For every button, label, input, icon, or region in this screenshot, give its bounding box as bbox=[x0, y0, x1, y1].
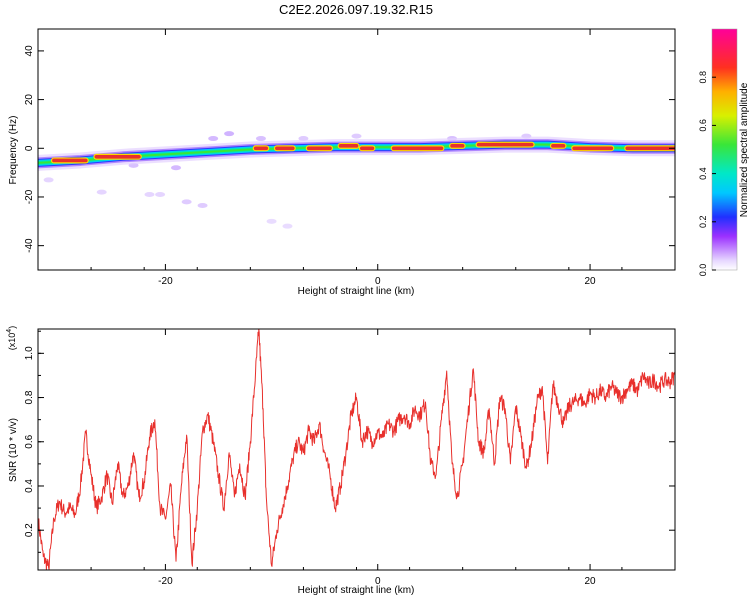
snr-panel: -20 0 20 0.2 0.4 0.6 0.8 1.0 Height of straight… bbox=[6, 326, 676, 596]
colorbar-frame bbox=[711, 28, 738, 271]
heatmap-blob bbox=[266, 218, 277, 224]
heatmap-blob bbox=[181, 199, 192, 205]
heatmap-blob bbox=[197, 202, 208, 208]
heatmap-axes: -20 0 20 -40 -20 0 20 40 bbox=[24, 29, 676, 287]
heatmap-blob bbox=[208, 136, 219, 142]
heatmap-blob bbox=[224, 131, 235, 137]
heatmap-blob bbox=[298, 136, 309, 142]
heatmap-blob bbox=[144, 192, 155, 198]
heatmap-x-tick-label: -20 bbox=[158, 276, 173, 287]
heatmap-blob bbox=[255, 136, 266, 142]
heatmap-blob bbox=[171, 165, 182, 171]
snr-x-axis-label: Height of straight line (km) bbox=[298, 585, 415, 596]
heatmap-blob bbox=[351, 133, 362, 139]
colorbar-tick-label: 0.2 bbox=[698, 216, 708, 229]
heatmap-plot-area bbox=[38, 131, 675, 229]
heatmap-y-tick-label: 20 bbox=[24, 94, 35, 106]
heatmap-y-tick-label: 40 bbox=[24, 45, 35, 57]
snr-series-line bbox=[38, 329, 675, 570]
snr-frame bbox=[37, 328, 676, 571]
heatmap-y-tick-label: -20 bbox=[24, 189, 35, 204]
snr-y-tick-label: 0.4 bbox=[24, 479, 35, 493]
snr-y-tick-label: 0.2 bbox=[24, 523, 35, 537]
snr-plot-area bbox=[38, 329, 675, 570]
heatmap-x-tick-label: 20 bbox=[585, 276, 597, 287]
snr-x-tick-label: 20 bbox=[585, 576, 597, 587]
snr-y-multiplier: (x104) bbox=[6, 326, 17, 350]
colorbar-axes: 0.0 0.2 0.4 0.6 0.8 bbox=[698, 71, 716, 276]
colorbar-tick-label: 0.4 bbox=[698, 167, 708, 180]
snr-y-tick-label: 0.6 bbox=[24, 434, 35, 448]
snr-x-tick-label: -20 bbox=[158, 576, 173, 587]
heatmap-blob bbox=[282, 223, 293, 229]
colorbar-label: Normalized spectral amplitude bbox=[739, 82, 750, 217]
heatmap-blob bbox=[43, 177, 54, 183]
colorbar-gradient bbox=[712, 29, 737, 270]
snr-y-tick-label: 1.0 bbox=[24, 346, 35, 360]
snr-y-tick-label: 0.8 bbox=[24, 390, 35, 404]
heatmap-blob bbox=[96, 189, 107, 195]
colorbar-tick-label: 0.0 bbox=[698, 264, 708, 277]
snr-x-tick-label: 0 bbox=[375, 576, 381, 587]
snr-axes: -20 0 20 0.2 0.4 0.6 0.8 1.0 bbox=[24, 329, 676, 587]
heatmap-y-axis-label: Frequency (Hz) bbox=[8, 116, 19, 185]
heatmap-y-tick-label: -40 bbox=[24, 238, 35, 253]
heatmap-y-tick-label: 0 bbox=[24, 145, 35, 151]
heatmap-panel: -20 0 20 -40 -20 0 20 40 Height of straight lin… bbox=[8, 28, 676, 297]
colorbar: 0.0 0.2 0.4 0.6 0.8 Normalized spectral ampl… bbox=[698, 28, 750, 276]
snr-y-axis-label: SNR (10 * v/v) bbox=[8, 418, 19, 482]
heatmap-x-tick-label: 0 bbox=[375, 276, 381, 287]
colorbar-tick-label: 0.6 bbox=[698, 119, 708, 132]
heatmap-x-axis-label: Height of straight line (km) bbox=[298, 286, 415, 297]
colorbar-tick-label: 0.8 bbox=[698, 71, 708, 84]
figure-title: C2E2.2026.097.19.32.R15 bbox=[279, 2, 433, 17]
heatmap-blob bbox=[155, 192, 166, 198]
